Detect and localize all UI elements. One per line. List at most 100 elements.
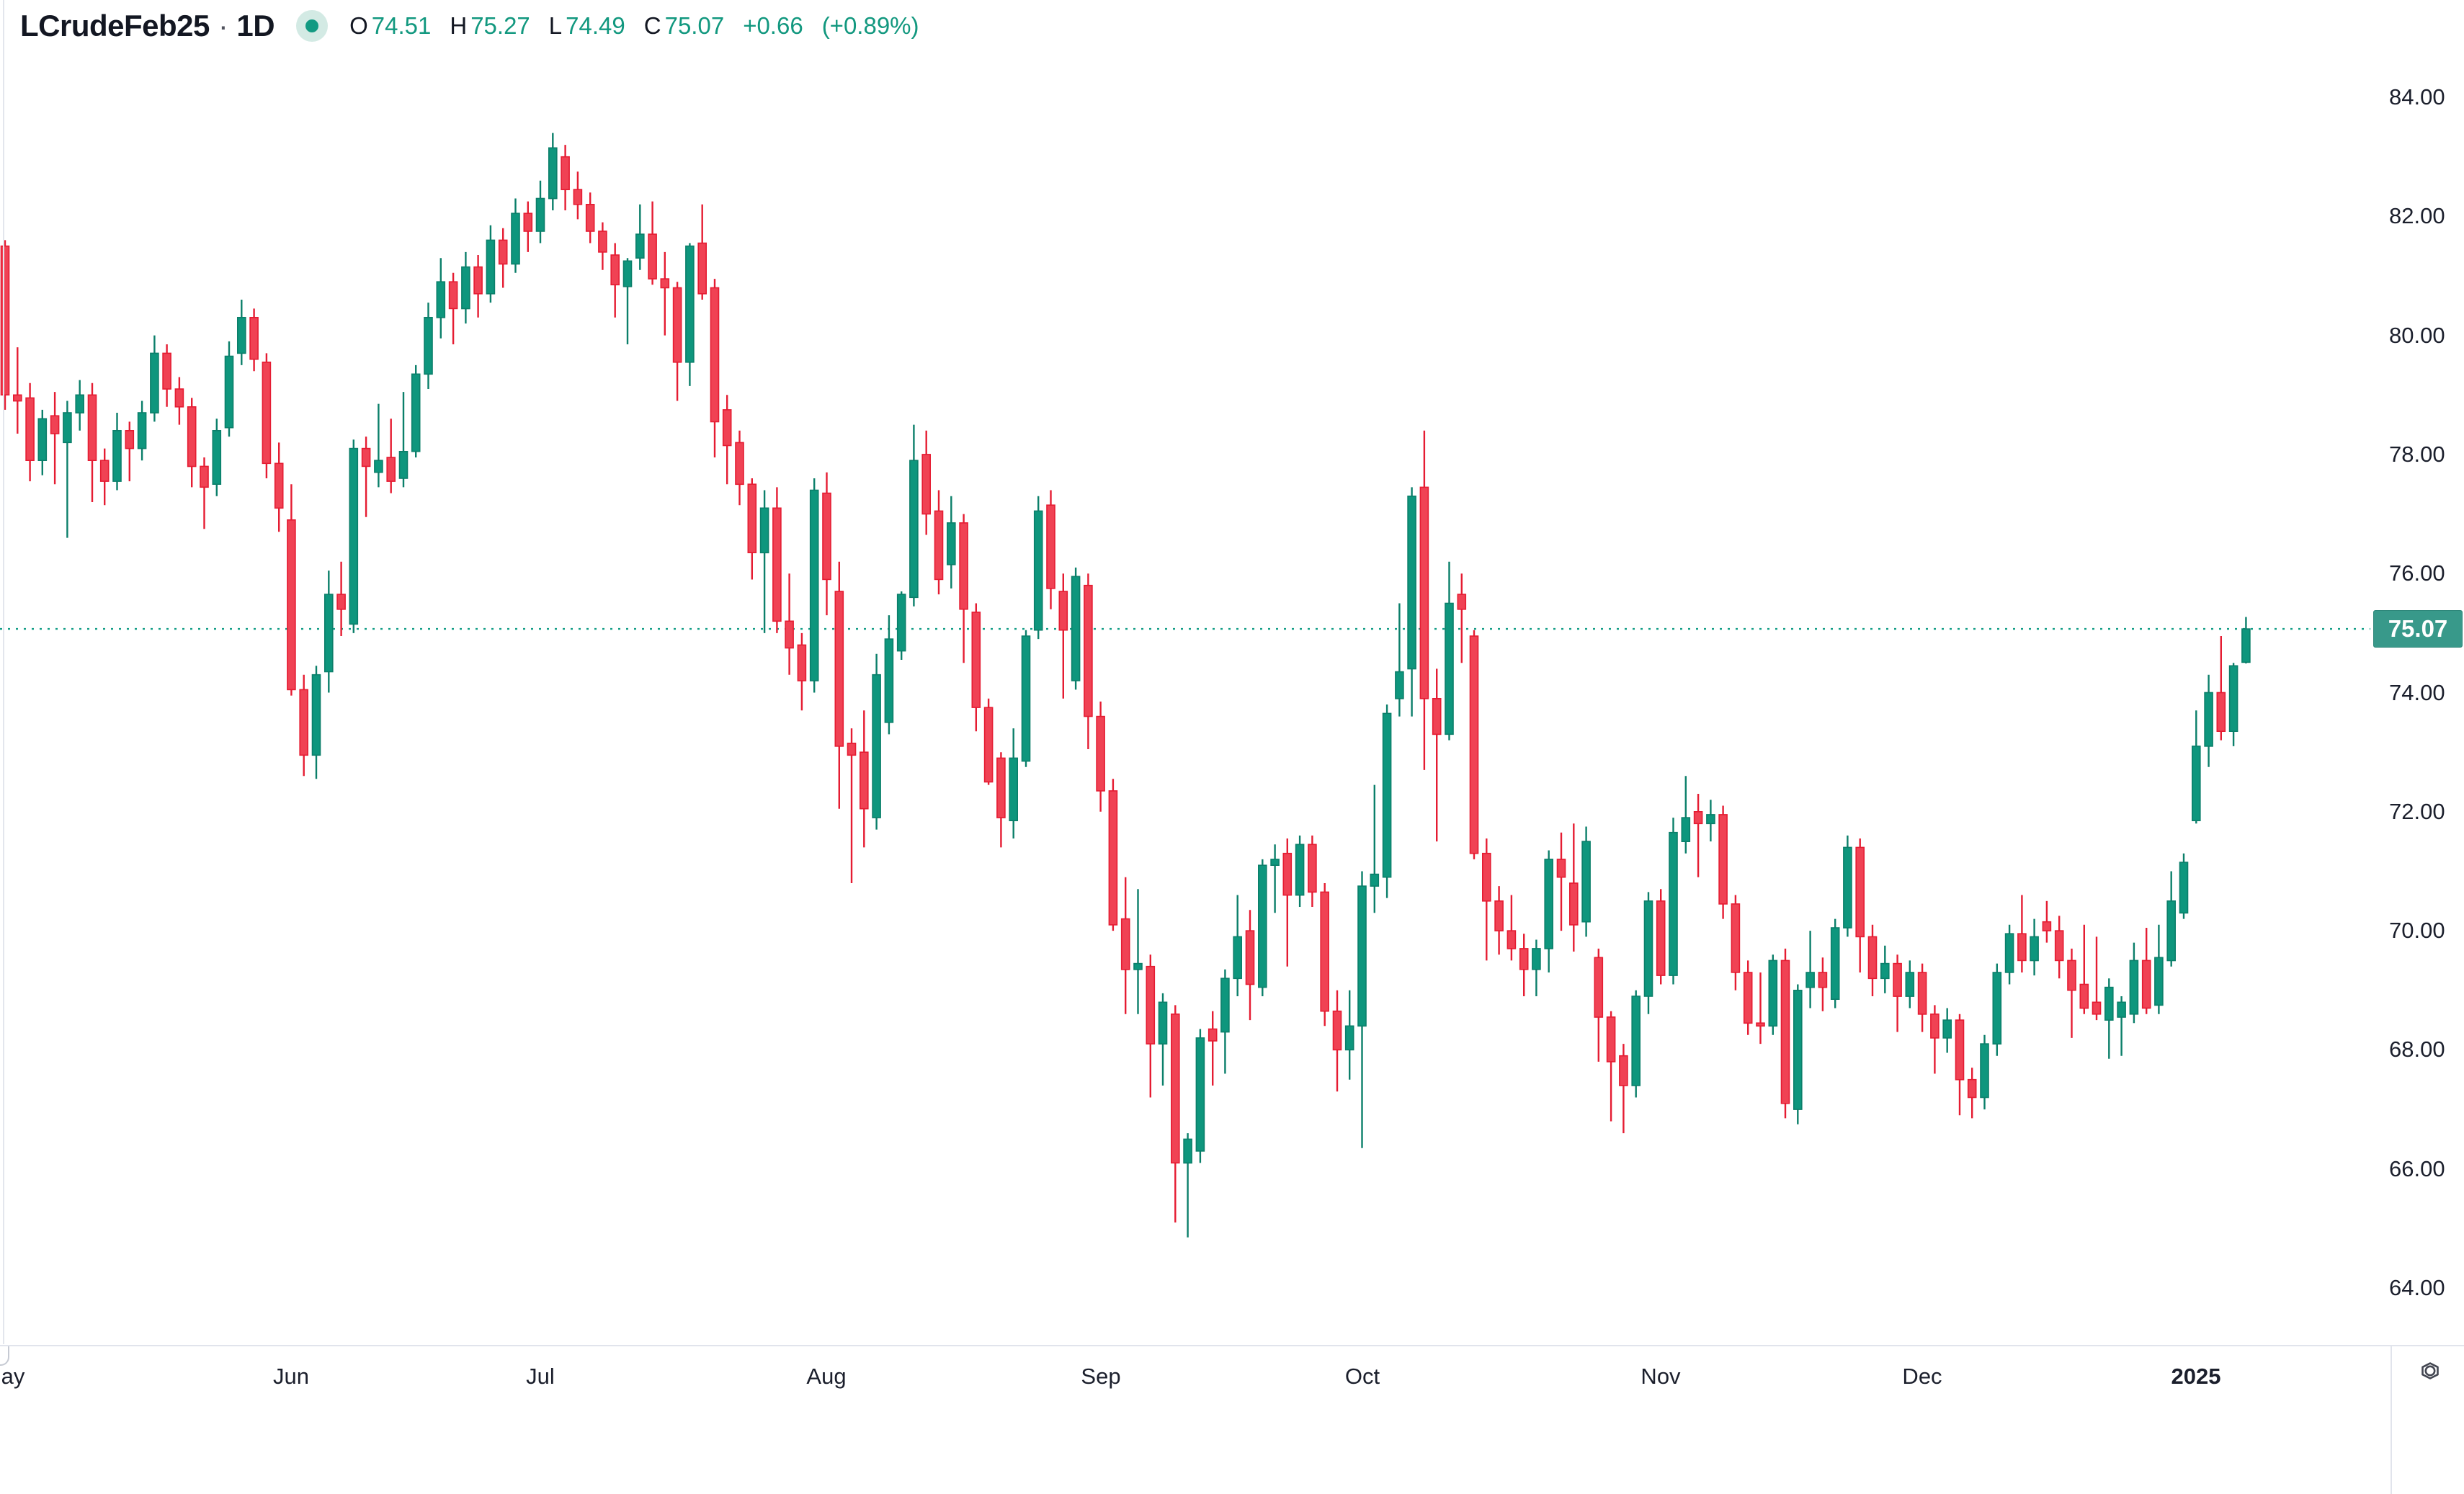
candle[interactable]	[1357, 871, 1367, 1148]
candle[interactable]	[398, 392, 409, 488]
candle[interactable]	[1233, 895, 1242, 997]
candle[interactable]	[1158, 993, 1168, 1086]
candle[interactable]	[411, 364, 421, 457]
candle[interactable]	[1905, 960, 1915, 1008]
candle[interactable]	[710, 279, 720, 457]
candle[interactable]	[386, 419, 396, 493]
candle[interactable]	[1469, 630, 1479, 859]
candle[interactable]	[523, 201, 533, 252]
candle[interactable]	[834, 561, 844, 809]
candle[interactable]	[1308, 835, 1317, 907]
candle[interactable]	[685, 243, 695, 386]
candle[interactable]	[983, 698, 994, 785]
candle[interactable]	[374, 403, 383, 488]
candle[interactable]	[971, 603, 981, 732]
candle[interactable]	[1494, 886, 1504, 955]
candle[interactable]	[822, 472, 831, 616]
candle[interactable]	[1556, 832, 1566, 931]
candle[interactable]	[1581, 826, 1591, 937]
candle[interactable]	[1917, 963, 1927, 1032]
candle[interactable]	[1071, 567, 1081, 690]
candle[interactable]	[2104, 978, 2114, 1059]
candle[interactable]	[585, 192, 595, 243]
candle[interactable]	[2192, 710, 2201, 824]
candle[interactable]	[947, 496, 956, 589]
candle[interactable]	[1344, 990, 1354, 1080]
candle[interactable]	[1445, 561, 1454, 741]
candle[interactable]	[1619, 1044, 1628, 1134]
candle[interactable]	[747, 478, 757, 580]
candle[interactable]	[2117, 996, 2126, 1056]
candle[interactable]	[1407, 487, 1416, 717]
candle[interactable]	[1332, 990, 1342, 1092]
candle[interactable]	[797, 632, 807, 711]
candle[interactable]	[448, 272, 458, 344]
candle[interactable]	[473, 255, 483, 318]
candle[interactable]	[2030, 918, 2039, 976]
candle[interactable]	[896, 591, 906, 660]
candle[interactable]	[860, 710, 869, 848]
candle[interactable]	[535, 180, 545, 243]
candle[interactable]	[87, 383, 97, 502]
candle[interactable]	[1980, 1034, 1989, 1110]
candle[interactable]	[2166, 871, 2176, 967]
candle[interactable]	[1893, 954, 1902, 1032]
candle[interactable]	[1955, 1014, 1965, 1116]
candle[interactable]	[2179, 853, 2189, 919]
candle[interactable]	[1457, 573, 1467, 663]
candle[interactable]	[1432, 668, 1442, 842]
candle[interactable]	[461, 251, 470, 324]
candle[interactable]	[785, 573, 794, 675]
candle[interactable]	[1220, 969, 1230, 1074]
candle[interactable]	[759, 490, 769, 633]
candle[interactable]	[1058, 573, 1068, 699]
candle[interactable]	[137, 401, 147, 461]
candle[interactable]	[1930, 1005, 1939, 1074]
candle[interactable]	[511, 198, 520, 273]
candle[interactable]	[200, 457, 209, 529]
candle[interactable]	[323, 571, 334, 693]
candle[interactable]	[1084, 573, 1093, 749]
candle[interactable]	[1282, 838, 1293, 967]
candle[interactable]	[548, 133, 558, 210]
candle[interactable]	[1967, 1068, 1977, 1119]
candle[interactable]	[187, 398, 197, 488]
candle[interactable]	[598, 222, 607, 270]
candle[interactable]	[311, 666, 321, 779]
candle[interactable]	[424, 303, 433, 389]
candle[interactable]	[2216, 636, 2226, 741]
candle[interactable]	[224, 341, 234, 437]
candle[interactable]	[1743, 960, 1753, 1035]
price-axis[interactable]: 84.00 82.00 80.00 78.00 76.00 74.00 72.00 70.00…	[2373, 0, 2464, 1344]
candle[interactable]	[884, 615, 894, 735]
candle[interactable]	[2129, 942, 2139, 1024]
candle[interactable]	[1506, 895, 1517, 961]
candle[interactable]	[2017, 895, 2027, 973]
candle[interactable]	[336, 561, 346, 636]
candle[interactable]	[249, 308, 259, 372]
candle[interactable]	[622, 258, 633, 344]
candle[interactable]	[1942, 1008, 1952, 1053]
candle[interactable]	[1768, 954, 1778, 1035]
candle[interactable]	[996, 752, 1006, 848]
candle[interactable]	[174, 377, 184, 425]
candle[interactable]	[436, 258, 446, 339]
candle[interactable]	[2141, 928, 2151, 1014]
candle[interactable]	[1606, 1011, 1616, 1122]
candle[interactable]	[2154, 924, 2164, 1014]
candle[interactable]	[1195, 1029, 1205, 1163]
candle[interactable]	[735, 430, 744, 506]
candle[interactable]	[1370, 784, 1380, 913]
candle[interactable]	[1183, 1133, 1192, 1238]
candle[interactable]	[498, 228, 508, 288]
candle[interactable]	[1830, 918, 1840, 1008]
candle[interactable]	[212, 419, 222, 496]
candle[interactable]	[1009, 728, 1018, 838]
candle[interactable]	[722, 395, 732, 485]
time-axis[interactable]: ay Jun Jul Aug Sep Oct Nov Dec 2025	[0, 1345, 2464, 1494]
candle[interactable]	[2092, 936, 2102, 1021]
candle[interactable]	[1270, 844, 1280, 913]
candle[interactable]	[0, 240, 10, 410]
candle[interactable]	[1046, 490, 1055, 609]
